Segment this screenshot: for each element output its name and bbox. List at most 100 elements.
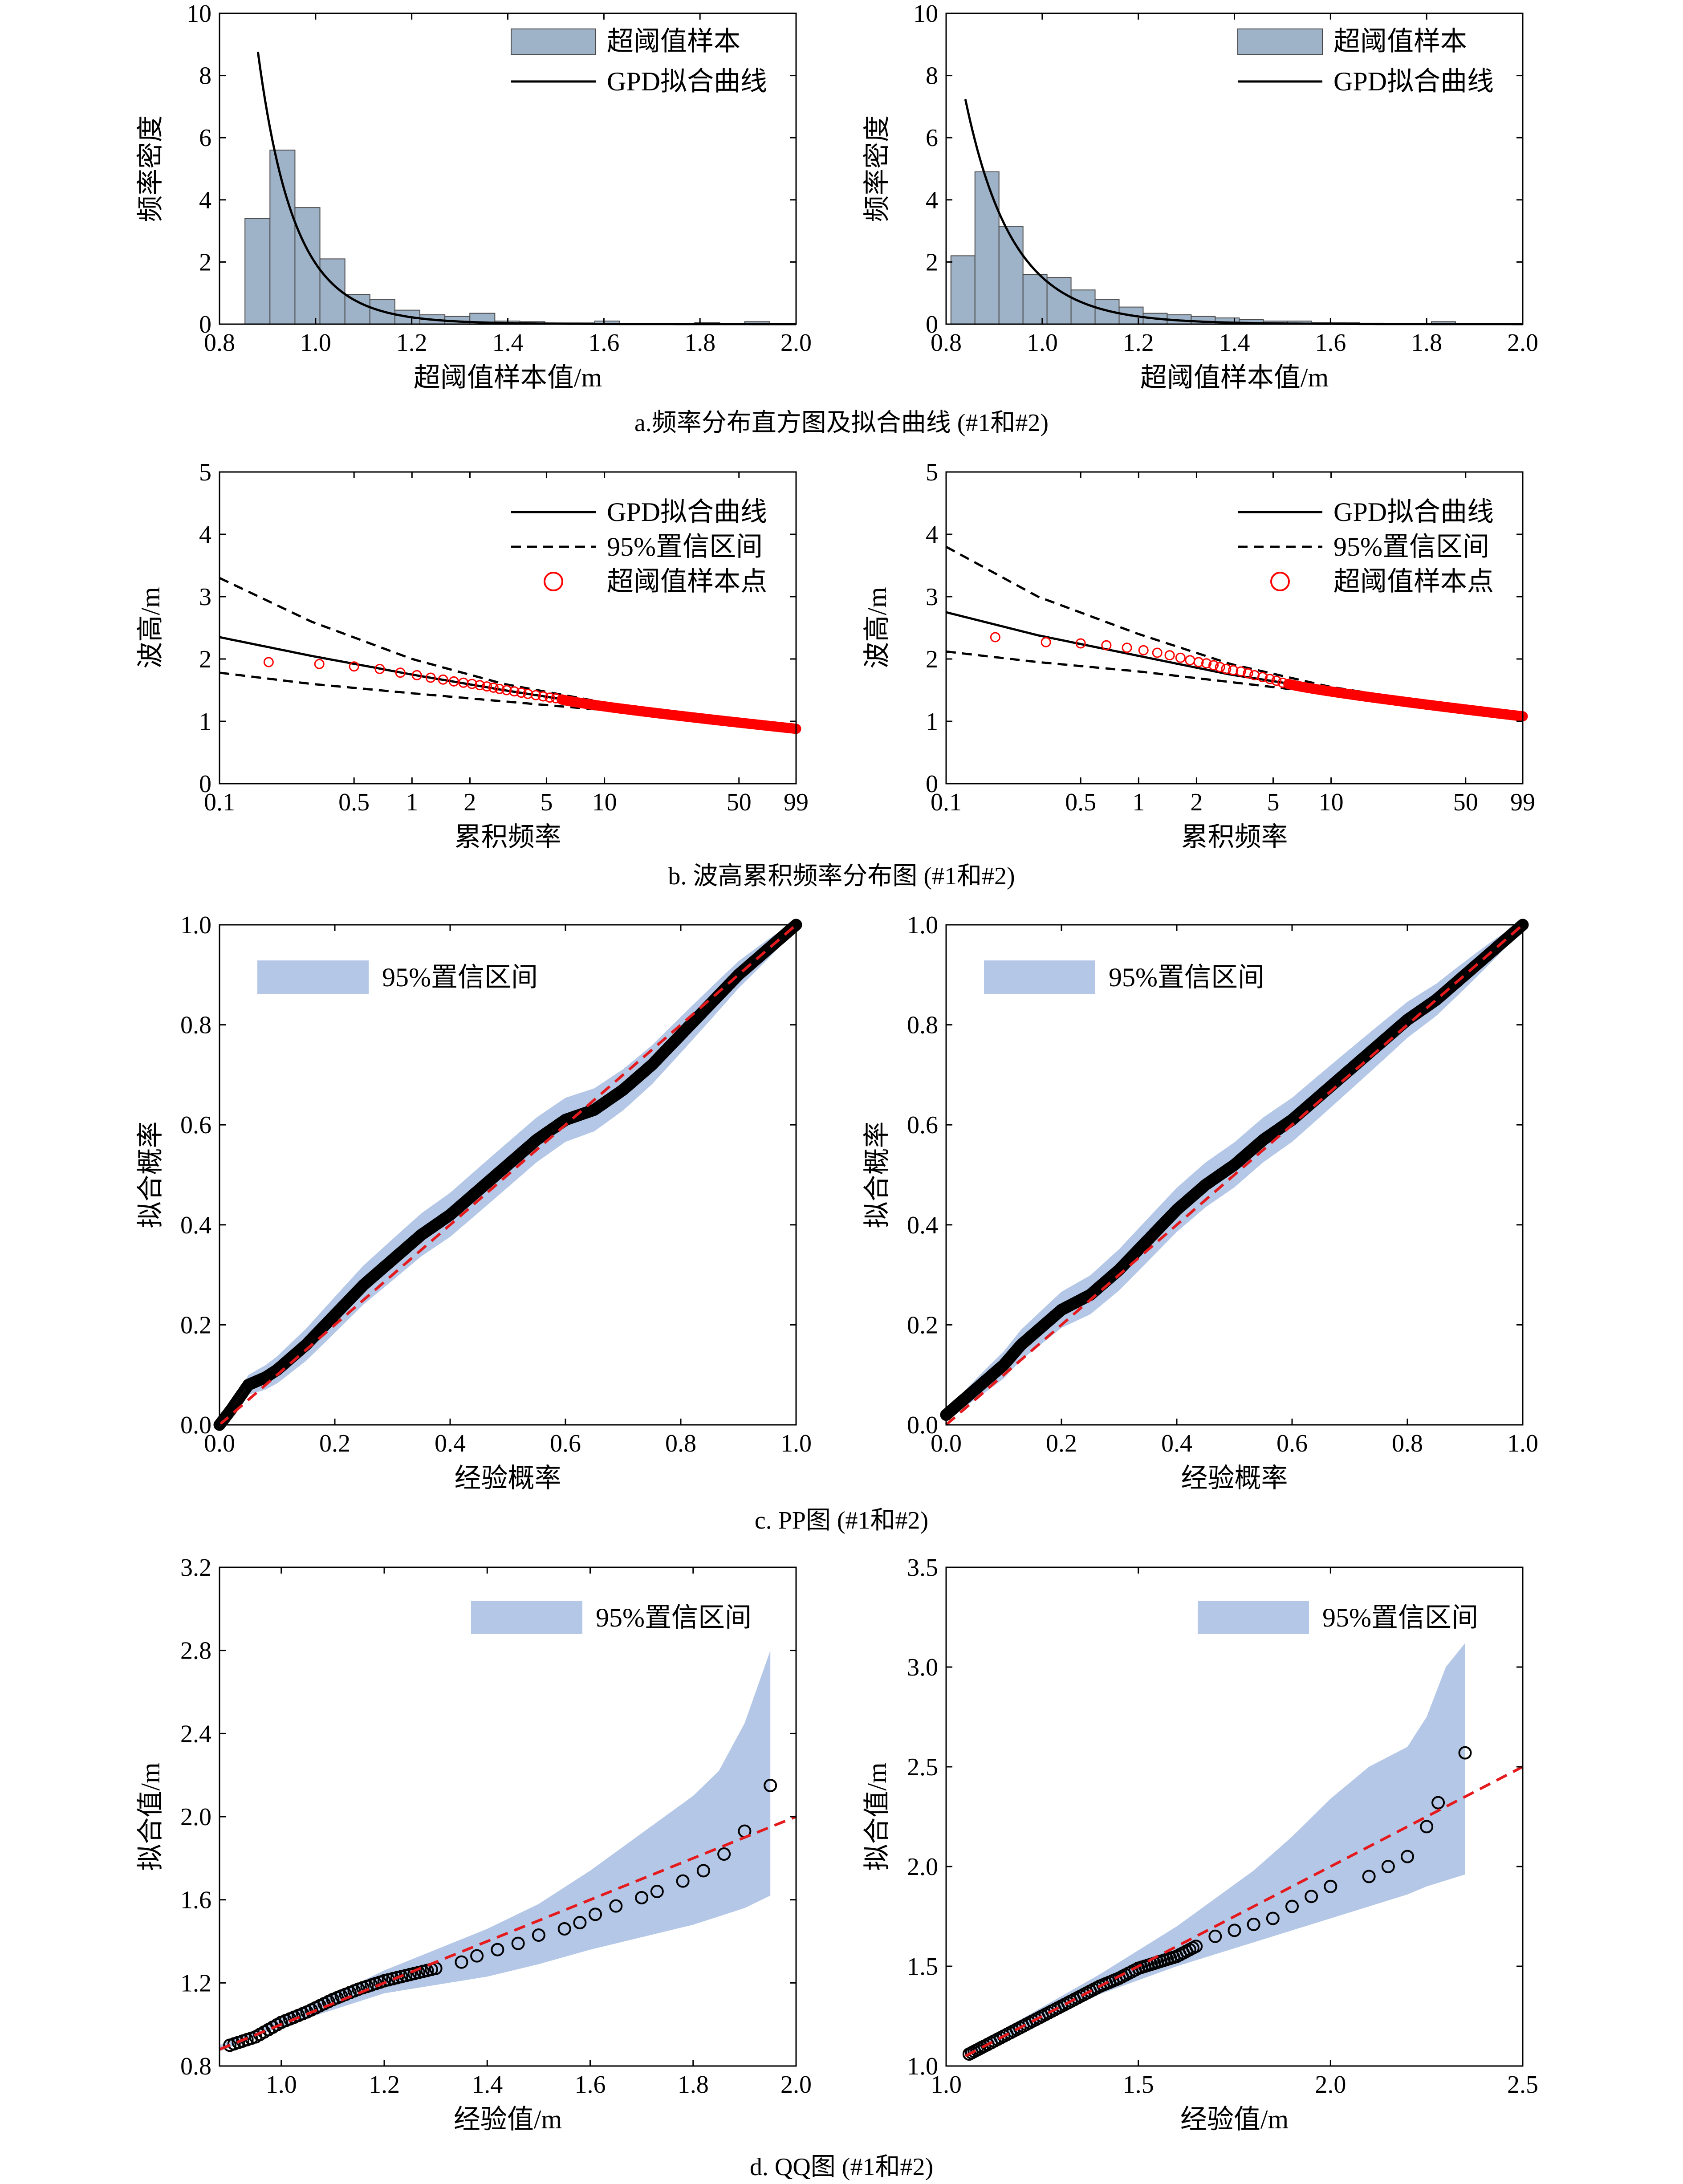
y-tick-label: 2.8 xyxy=(180,1637,211,1665)
x-tick-label: 2.0 xyxy=(1315,2071,1346,2099)
x-axis-label: 经验概率 xyxy=(455,1464,561,1493)
y-tick-label: 2 xyxy=(199,248,211,276)
x-tick-label: 1.0 xyxy=(781,1430,812,1457)
y-tick-label: 3.2 xyxy=(180,1554,211,1582)
qq-point xyxy=(1189,1940,1203,1953)
y-tick-label: 6 xyxy=(199,124,211,152)
sample-point xyxy=(395,667,406,678)
sample-point xyxy=(530,690,541,700)
x-axis-label: 超阈值样本值/m xyxy=(1140,363,1329,392)
qq-point xyxy=(1362,1870,1376,1883)
panel-a2: 0.8 1.0 1.2 1.4 1.6 1.8 2.0 0 2 4 6 8 10 超阈值样本值/m 频率密度… xyxy=(862,0,1538,392)
sample-point xyxy=(488,682,499,693)
qq-point xyxy=(470,1949,484,1963)
sample-point xyxy=(1201,658,1212,669)
y-tick-label: 1.6 xyxy=(180,1887,211,1914)
panel-d1: 1.0 1.2 1.4 1.6 1.8 2.0 0.8 1.2 1.6 2.0 2.4 2.8 3.2 经… xyxy=(136,1554,812,2134)
panel-b1: 0.1 0.5 1 2 5 10 50 99 0 1 2 3 4 5 累积频率 波高/m GPD拟合曲线 95%置… xyxy=(136,459,809,852)
y-tick-label: 6 xyxy=(926,124,938,152)
qq-point xyxy=(1431,1796,1445,1810)
x-tick-label: 1.0 xyxy=(266,2071,297,2099)
x-tick-label: 99 xyxy=(784,789,809,816)
x-tick-label: 1.4 xyxy=(492,329,524,357)
x-tick-label: 99 xyxy=(1510,789,1535,816)
x-tick-label: 0.5 xyxy=(338,789,370,816)
ci-band xyxy=(965,1643,1465,2056)
y-tick-label: 4 xyxy=(199,521,211,549)
y-tick-label: 2 xyxy=(926,248,938,276)
y-tick-label: 0.8 xyxy=(907,1012,938,1039)
y-tick-label: 1.0 xyxy=(907,2053,938,2080)
y-axis-label: 波高/m xyxy=(136,587,165,668)
histogram-bar xyxy=(1070,289,1096,325)
legend-label-samples: 超阈值样本点 xyxy=(607,567,767,596)
qq-point xyxy=(573,1916,587,1929)
y-tick-label: 3.0 xyxy=(907,1654,938,1681)
qq-point xyxy=(1208,1929,1222,1943)
qq-point xyxy=(1228,1924,1241,1937)
x-tick-label: 2 xyxy=(1190,789,1203,816)
x-tick-label: 10 xyxy=(592,789,617,816)
x-axis-label: 累积频率 xyxy=(1181,822,1288,852)
y-tick-label: 0.0 xyxy=(180,1411,211,1439)
histogram-bar xyxy=(244,218,271,325)
y-tick-label: 2.4 xyxy=(180,1720,211,1748)
qq-point xyxy=(589,1907,602,1921)
x-tick-label: 0.0 xyxy=(204,1430,235,1457)
legend-swatch-samples xyxy=(1270,572,1290,591)
legend-label-ci: 95%置信区间 xyxy=(1322,1603,1478,1632)
qq-point xyxy=(455,1955,468,1969)
y-tick-label: 2.0 xyxy=(180,1803,211,1831)
sample-point xyxy=(448,676,459,687)
y-axis-label: 频率密度 xyxy=(862,115,892,222)
plot-frame xyxy=(219,924,797,1426)
x-tick-label: 0.4 xyxy=(435,1430,466,1457)
caption-c: c. PP图 (#1和#2) xyxy=(755,1507,928,1534)
x-tick-label: 1.2 xyxy=(369,2071,400,2099)
sample-point xyxy=(990,632,1000,643)
legend-label-ci: 95%置信区间 xyxy=(382,963,538,992)
y-tick-label: 8 xyxy=(199,62,211,90)
y-axis-label: 拟合概率 xyxy=(862,1122,892,1228)
histogram-bar xyxy=(294,207,321,325)
plot-frame xyxy=(945,1566,1524,2067)
y-tick-label: 0.0 xyxy=(907,1411,938,1439)
sample-point xyxy=(1264,674,1275,684)
histogram-bar xyxy=(1022,274,1048,325)
qq-point xyxy=(1266,1912,1280,1925)
x-tick-label: 1.0 xyxy=(931,2071,962,2099)
x-tick-label: 1.4 xyxy=(1219,329,1250,357)
y-tick-label: 0.8 xyxy=(180,1012,211,1039)
x-tick-label: 0.5 xyxy=(1065,789,1096,816)
legend-label-fit: GPD拟合曲线 xyxy=(607,67,767,96)
legend-swatch-samples xyxy=(544,572,563,591)
sample-point xyxy=(374,663,385,674)
legend-label-bars: 超阈值样本 xyxy=(1333,27,1467,56)
sample-point xyxy=(1152,647,1163,658)
ci-upper-curve xyxy=(945,545,1523,716)
sample-point xyxy=(1193,657,1204,667)
qq-point xyxy=(717,1847,731,1861)
legend-swatch-bars xyxy=(1237,28,1323,55)
y-axis-label: 拟合值/m xyxy=(136,1762,165,1871)
x-tick-label: 1.0 xyxy=(1027,329,1058,357)
legend-swatch-ci xyxy=(257,960,369,994)
histogram-bar xyxy=(974,171,1000,325)
x-tick-label: 0.4 xyxy=(1161,1430,1192,1457)
y-tick-label: 10 xyxy=(913,0,938,28)
sample-point xyxy=(438,674,448,685)
qq-point xyxy=(764,1779,777,1792)
sample-point xyxy=(349,661,359,672)
legend-label-ci: 95%置信区间 xyxy=(607,532,763,561)
sample-point xyxy=(501,685,512,695)
x-tick-label: 1.4 xyxy=(472,2071,503,2099)
plot-frame xyxy=(945,924,1524,1426)
x-tick-label: 1 xyxy=(406,789,418,816)
qq-point xyxy=(557,1922,571,1936)
qq-point xyxy=(1458,1746,1472,1760)
legend-swatch-ci xyxy=(471,1601,582,1634)
x-tick-label: 1.8 xyxy=(684,329,715,357)
x-axis-label: 超阈值样本值/m xyxy=(414,363,602,392)
x-tick-label: 1.0 xyxy=(300,329,331,357)
sample-point xyxy=(1208,660,1219,671)
